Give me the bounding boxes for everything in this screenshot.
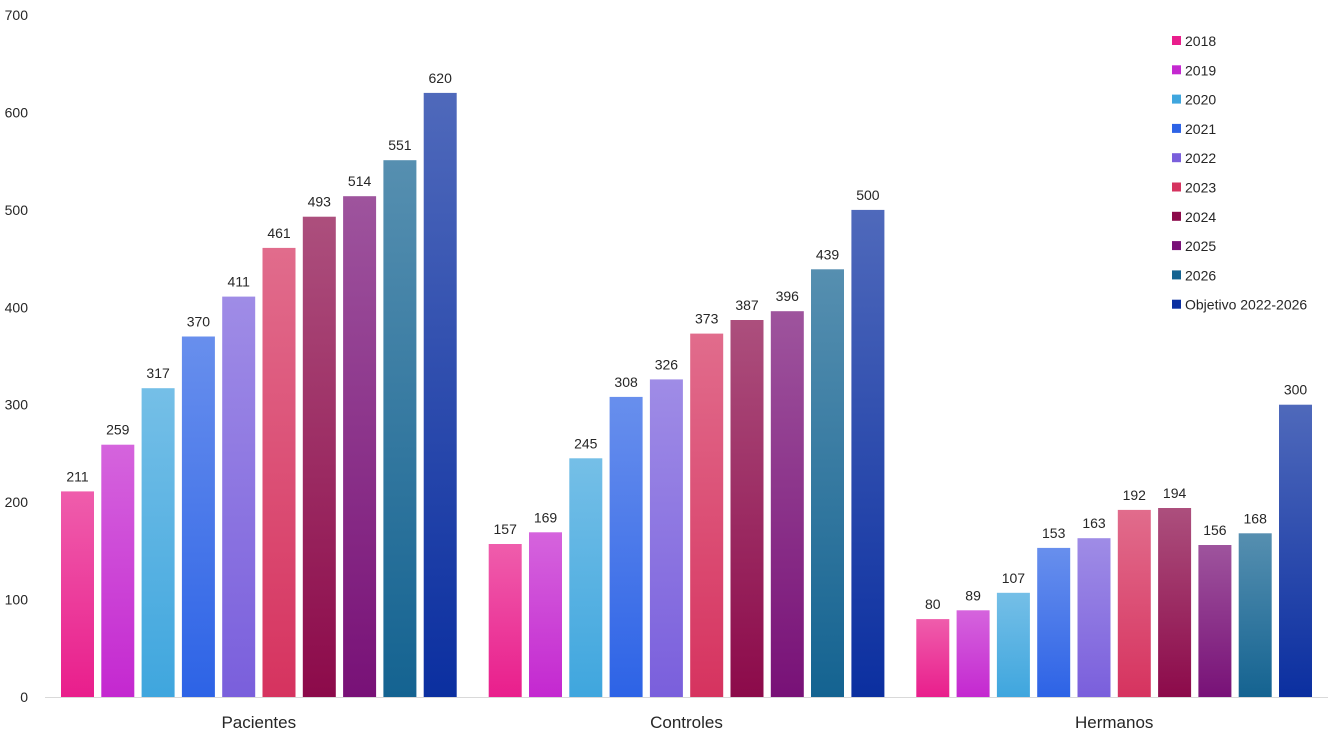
bar-hermanos-2026 xyxy=(1238,533,1272,697)
legend-swatch xyxy=(1172,36,1181,45)
legend-swatch xyxy=(1172,211,1181,221)
y-axis: 0 100 200 300 400 500 600 700 xyxy=(5,7,29,705)
legend-swatch xyxy=(1172,241,1181,251)
bar-hermanos-2024 xyxy=(1158,508,1192,697)
legend: 2018 2019 2020 2021 2022 2023 2024 2025 2026 Obje… xyxy=(1172,33,1307,313)
bar-hermanos-2025 xyxy=(1198,545,1232,697)
data-label: 89 xyxy=(965,587,981,603)
x-axis: Pacientes Controles Hermanos xyxy=(45,697,1328,732)
bar-pacientes-objetivo-2022-2026 xyxy=(423,92,457,697)
data-label: 107 xyxy=(1002,570,1026,586)
data-label: 192 xyxy=(1123,487,1147,503)
data-label: 300 xyxy=(1284,382,1308,398)
bar-pacientes-2020 xyxy=(141,388,175,697)
data-label: 620 xyxy=(429,70,453,86)
x-category-label: Pacientes xyxy=(221,713,296,732)
data-label: 194 xyxy=(1163,485,1187,501)
data-label: 411 xyxy=(228,274,251,290)
data-label: 168 xyxy=(1244,510,1268,526)
data-label: 153 xyxy=(1042,525,1066,541)
bar-controles-2020 xyxy=(569,458,603,697)
x-category-label: Controles xyxy=(650,713,723,732)
bar-controles-2021 xyxy=(609,396,643,697)
bar-hermanos-2020 xyxy=(996,592,1030,697)
legend-label: 2022 xyxy=(1185,150,1216,166)
data-label: 551 xyxy=(388,137,412,153)
bar-controles-2024 xyxy=(730,320,764,697)
y-tick-label: 200 xyxy=(5,494,29,510)
data-label: 326 xyxy=(655,356,679,372)
legend-label: 2025 xyxy=(1185,238,1216,254)
legend-swatch xyxy=(1172,182,1181,192)
data-label: 245 xyxy=(574,435,598,451)
data-label: 373 xyxy=(695,311,719,327)
data-label: 163 xyxy=(1082,515,1106,531)
bar-pacientes-2021 xyxy=(181,336,215,697)
bar-pacientes-2023 xyxy=(262,247,296,697)
data-label: 461 xyxy=(267,225,291,241)
y-tick-label: 0 xyxy=(20,689,28,705)
data-label: 514 xyxy=(348,173,372,189)
y-tick-label: 700 xyxy=(5,7,29,23)
data-label: 439 xyxy=(816,246,840,262)
bar-hermanos-2021 xyxy=(1037,547,1071,697)
data-label: 387 xyxy=(735,297,759,313)
bar-controles-2023 xyxy=(690,333,724,697)
bar-pacientes-2026 xyxy=(383,160,417,697)
bars xyxy=(61,92,1312,697)
y-tick-label: 100 xyxy=(5,592,29,608)
data-label: 259 xyxy=(106,422,130,438)
data-label: 169 xyxy=(534,509,558,525)
legend-swatch xyxy=(1172,270,1181,280)
bar-controles-2025 xyxy=(770,311,804,697)
bar-hermanos-2022 xyxy=(1077,538,1111,697)
legend-label: 2019 xyxy=(1185,62,1216,78)
legend-swatch xyxy=(1172,299,1181,309)
bar-pacientes-2025 xyxy=(343,196,377,697)
bar-hermanos-2019 xyxy=(956,610,990,697)
legend-swatch xyxy=(1172,94,1181,104)
legend-swatch xyxy=(1172,65,1181,75)
legend-label: 2021 xyxy=(1185,121,1216,137)
data-label: 500 xyxy=(856,187,880,203)
bar-hermanos-2018 xyxy=(916,619,950,697)
legend-label: 2023 xyxy=(1185,180,1216,196)
bar-controles-2019 xyxy=(529,532,562,697)
data-label: 370 xyxy=(187,314,211,330)
legend-label: Objetivo 2022-2026 xyxy=(1185,297,1307,313)
bar-controles-objetivo-2022-2026 xyxy=(851,209,885,697)
bar-hermanos-objetivo-2022-2026 xyxy=(1279,404,1312,697)
legend-swatch xyxy=(1172,123,1181,133)
bar-controles-2026 xyxy=(811,269,844,697)
y-tick-label: 400 xyxy=(5,299,29,315)
bar-pacientes-2022 xyxy=(222,296,256,697)
legend-swatch xyxy=(1172,153,1181,163)
data-label: 317 xyxy=(146,365,170,381)
data-label: 308 xyxy=(614,374,638,390)
bar-controles-2018 xyxy=(488,544,522,697)
legend-label: 2018 xyxy=(1185,33,1216,49)
bar-pacientes-2019 xyxy=(101,444,135,697)
data-label: 156 xyxy=(1203,522,1227,538)
data-label: 157 xyxy=(494,521,518,537)
y-tick-label: 300 xyxy=(5,397,29,413)
data-labels: 211 259 317 370 411 461 493 514 551 620 157 169 245 3… xyxy=(66,70,1307,612)
legend-label: 2024 xyxy=(1185,209,1216,225)
bar-hermanos-2023 xyxy=(1117,509,1151,697)
bar-controles-2022 xyxy=(649,379,683,697)
y-tick-label: 500 xyxy=(5,202,29,218)
bar-pacientes-2018 xyxy=(61,491,94,697)
y-tick-label: 600 xyxy=(5,104,29,120)
data-label: 80 xyxy=(925,596,941,612)
x-category-label: Hermanos xyxy=(1075,713,1153,732)
data-label: 211 xyxy=(66,468,89,484)
data-label: 396 xyxy=(776,288,800,304)
legend-label: 2026 xyxy=(1185,267,1216,283)
legend-label: 2020 xyxy=(1185,92,1216,108)
data-label: 493 xyxy=(308,194,332,210)
bar-pacientes-2024 xyxy=(302,216,336,697)
